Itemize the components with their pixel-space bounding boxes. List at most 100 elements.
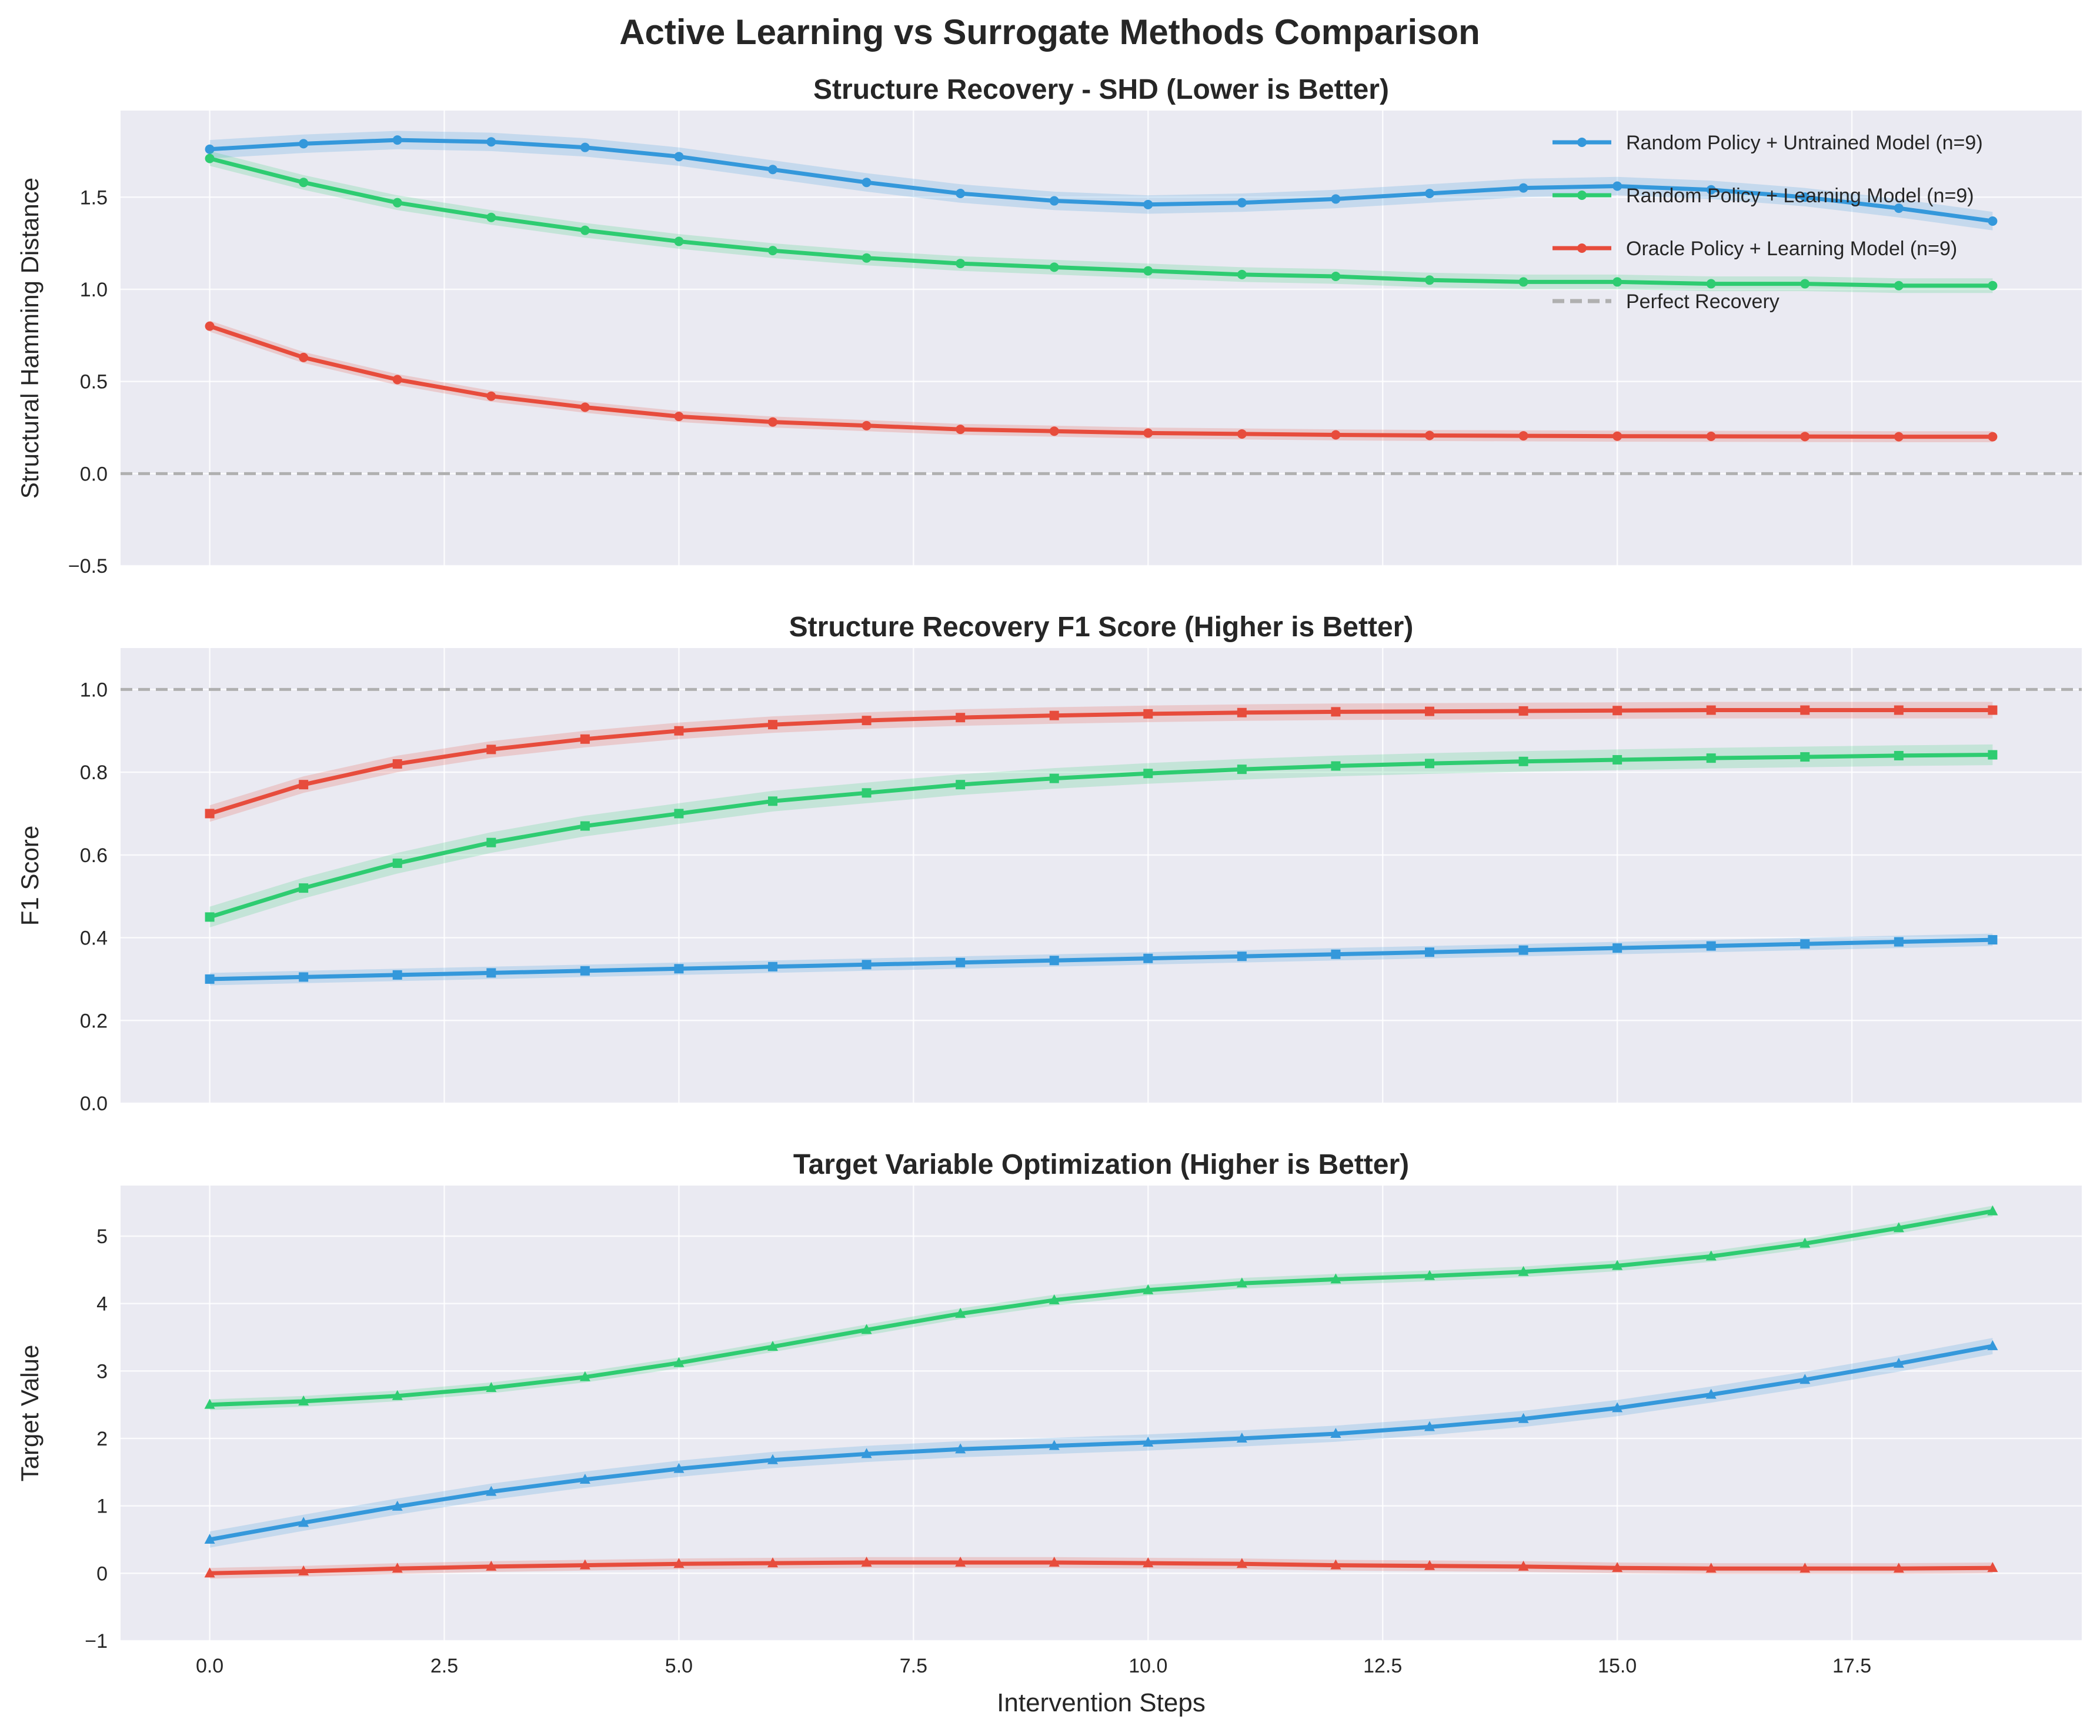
- data-point: [1518, 756, 1528, 766]
- data-point: [486, 968, 496, 978]
- x-axis-label: Intervention Steps: [997, 1688, 1206, 1717]
- data-point: [1894, 750, 1904, 760]
- data-point: [299, 139, 309, 149]
- data-point: [1799, 1374, 1811, 1384]
- data-point: [392, 759, 402, 769]
- series-line: [208, 1560, 1995, 1575]
- data-point: [1143, 266, 1153, 276]
- data-point: [1424, 1270, 1435, 1280]
- data-point: [1049, 1440, 1060, 1450]
- gridlines: [121, 111, 2082, 567]
- data-point: [673, 1558, 685, 1568]
- series-1: [204, 1338, 1998, 1548]
- data-point: [767, 1557, 779, 1568]
- data-point: [392, 135, 402, 145]
- y-tick-label: 5: [96, 1226, 108, 1248]
- data-point: [1706, 432, 1716, 442]
- legend-entry-1: Random Policy + Untrained Model (n=9): [1553, 132, 1983, 154]
- data-point: [580, 966, 590, 976]
- panel-title: Structure Recovery - SHD (Lower is Bette…: [813, 74, 1389, 105]
- x-tick-label: 2.5: [430, 1655, 458, 1677]
- data-point: [1706, 753, 1716, 763]
- data-point: [1612, 181, 1622, 191]
- x-tick-label: 0.0: [196, 1655, 223, 1677]
- series-line: [208, 937, 1995, 981]
- x-tick-label: 15.0: [1598, 1655, 1637, 1677]
- data-point: [956, 259, 966, 269]
- series-line: [208, 156, 1995, 288]
- data-point: [1894, 281, 1904, 291]
- data-point: [674, 152, 684, 162]
- data-point: [204, 1398, 215, 1409]
- confidence-band: [209, 744, 1993, 927]
- data-point: [1237, 198, 1247, 208]
- data-point: [1331, 194, 1341, 204]
- data-point: [1988, 935, 1998, 945]
- data-point: [392, 1390, 403, 1400]
- data-point: [299, 780, 309, 790]
- panel-title: Structure Recovery F1 Score (Higher is B…: [789, 612, 1414, 643]
- data-point: [1331, 761, 1341, 771]
- data-point: [1705, 1250, 1717, 1261]
- legend-label: Perfect Recovery: [1626, 291, 1780, 313]
- data-point: [1331, 949, 1341, 959]
- data-point: [768, 417, 778, 427]
- y-tick-label: 0.5: [80, 371, 108, 393]
- y-axis-label: Target Value: [16, 1345, 44, 1482]
- y-tick-label: 1.0: [80, 279, 108, 301]
- data-point: [205, 153, 215, 163]
- data-point: [1800, 752, 1810, 762]
- data-point: [204, 1567, 215, 1578]
- data-point: [486, 745, 496, 755]
- series-line: [208, 1344, 1995, 1542]
- data-point: [392, 858, 402, 868]
- data-point: [1518, 1266, 1529, 1276]
- data-point: [768, 165, 778, 175]
- data-point: [1143, 769, 1153, 779]
- y-tick-label: 2: [96, 1428, 108, 1450]
- gridlines: [121, 1186, 2082, 1642]
- data-point: [1143, 709, 1153, 719]
- data-point: [1424, 706, 1434, 716]
- data-point: [1424, 759, 1434, 769]
- data-point: [862, 960, 872, 970]
- data-point: [1330, 1427, 1341, 1438]
- data-point: [1049, 262, 1059, 272]
- data-point: [1988, 750, 1998, 760]
- data-point: [1424, 947, 1434, 957]
- chart-panels: −0.5 0.0 0.5 1.0 1.5 Structure Recovery - SHD…: [16, 74, 2082, 1717]
- data-point: [580, 734, 590, 744]
- data-point: [298, 1395, 309, 1406]
- data-point: [1518, 945, 1528, 955]
- data-point: [486, 391, 496, 401]
- series-line: [208, 324, 1995, 439]
- data-point: [861, 1324, 872, 1334]
- data-point: [1424, 1421, 1435, 1431]
- data-point: [1893, 1563, 1904, 1573]
- legend-label: Random Policy + Untrained Model (n=9): [1626, 132, 1983, 154]
- data-point: [392, 1563, 403, 1573]
- data-point: [1988, 216, 1998, 226]
- data-point: [768, 720, 778, 730]
- data-point: [861, 1556, 872, 1567]
- data-point: [1612, 277, 1622, 287]
- data-point: [1894, 432, 1904, 442]
- x-tick-label: 7.5: [900, 1655, 927, 1677]
- data-point: [1237, 269, 1247, 279]
- legend-entry-2: Random Policy + Learning Model (n=9): [1553, 185, 1974, 207]
- data-point: [1518, 183, 1528, 193]
- data-point: [579, 1559, 590, 1570]
- data-point: [1237, 707, 1247, 717]
- data-point: [1049, 773, 1059, 783]
- data-point: [674, 412, 684, 422]
- y-axis-label: Structural Hamming Distance: [16, 178, 44, 499]
- data-point: [1049, 1556, 1060, 1567]
- data-point: [767, 1341, 779, 1351]
- data-point: [392, 375, 402, 385]
- chart-panel-2: 0.0 0.2 0.4 0.6 0.8 1.0 Structure Recovery F1 …: [16, 612, 2082, 1115]
- data-point: [1893, 1357, 1904, 1368]
- legend-entry-3: Oracle Policy + Learning Model (n=9): [1553, 238, 1957, 260]
- data-point: [1143, 953, 1153, 963]
- legend-entry-4: Perfect Recovery: [1553, 291, 1780, 313]
- data-point: [1330, 1559, 1341, 1570]
